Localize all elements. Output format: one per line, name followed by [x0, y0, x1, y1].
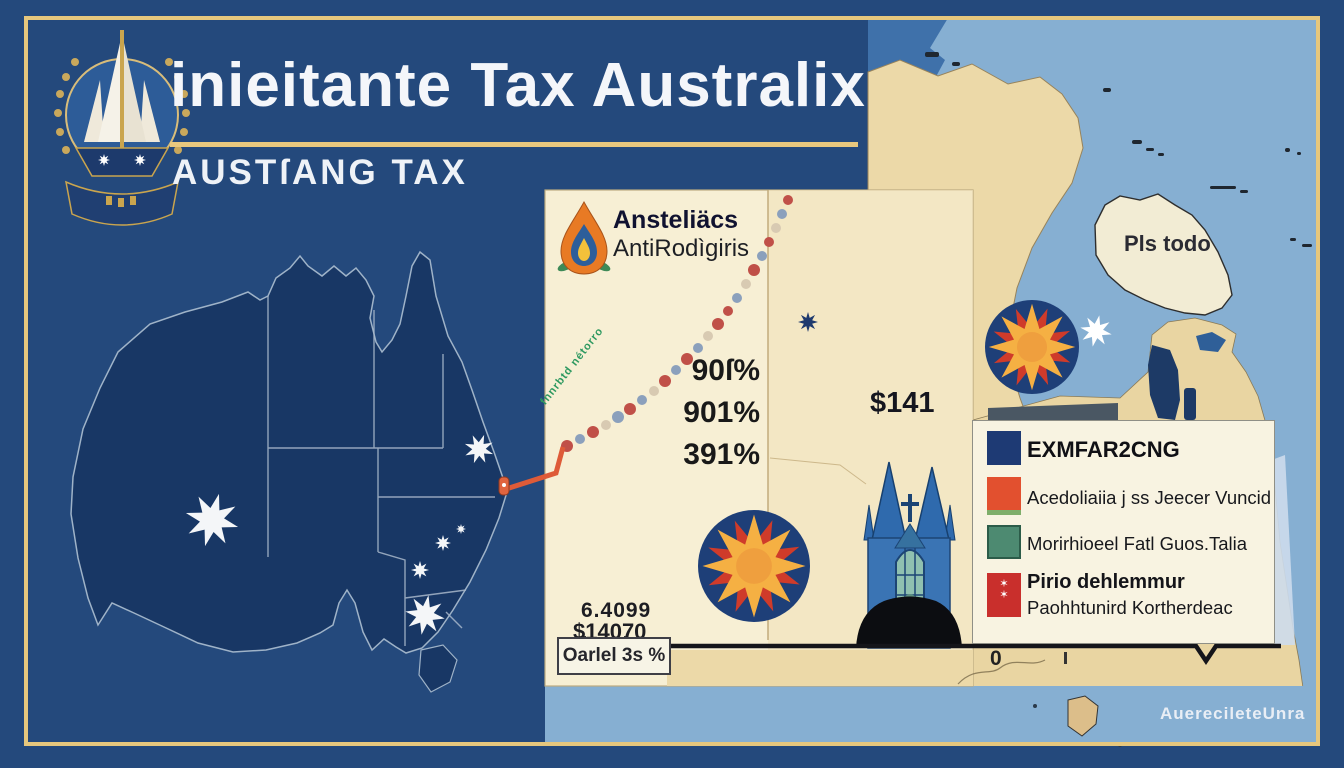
panel-tan-strip: [667, 650, 973, 686]
tasmania-silhouette: [418, 644, 458, 693]
legend-swatch-navy: [987, 431, 1021, 465]
legend-swatch-teal: [987, 525, 1021, 559]
cream-island: [1094, 193, 1233, 316]
legend-panel: EXMFAR2CNG Acedoliaiia j ss Jeecer Vunci…: [972, 420, 1275, 644]
bottom-sea-band: [545, 686, 1318, 744]
legend-label-2: Acedoliaiia j ss Jeecer Vuncid: [1027, 487, 1272, 508]
amount-label: $141: [870, 387, 935, 419]
map-watermark: AuerecileteUnra: [1160, 704, 1306, 723]
page-subtitle: AUSTſANG TAX: [172, 153, 468, 192]
dark-landform: [1148, 345, 1180, 420]
bay-shape: [1196, 332, 1226, 352]
axis-baseline: [665, 643, 1281, 666]
axis-zero-label: 0: [990, 647, 1002, 670]
dotted-trail: [561, 195, 793, 452]
australia-map: [70, 250, 566, 693]
slate-bar: [988, 403, 1118, 422]
island-label: Pls todo: [1124, 231, 1211, 256]
navy-star-icon: [798, 312, 818, 332]
flame-icon: [557, 200, 611, 275]
islet-dot: [1033, 704, 1037, 708]
panel-brand-line2: AntiRodìgiris: [613, 235, 750, 262]
gold-frame: [24, 16, 1320, 746]
panel-brand-line1: Ansteliäcs: [613, 206, 739, 234]
connector-line: [505, 446, 566, 492]
legend-label-1: EXMFAR2CNG: [1027, 437, 1180, 462]
percentage-1: 90ſ%: [691, 354, 760, 387]
legend-label-4a: Pirio dehlemmur: [1027, 571, 1185, 593]
legend-label-4b: Paohhtunird Kortherdeac: [1027, 597, 1233, 618]
island-specks: [925, 52, 1312, 247]
laurel-wreath: [54, 58, 190, 154]
legend-swatch-red-stars: ✶ ✶: [987, 573, 1021, 617]
state-borders: [267, 296, 495, 646]
percentage-2: 901%: [683, 396, 760, 429]
cathedral-icon: [856, 461, 962, 649]
percentage-list: 90ſ% 901% 391%: [615, 350, 760, 476]
figure-top: 6.4099: [581, 599, 652, 622]
dome-base: [856, 596, 962, 648]
panel-region-line: [769, 457, 867, 485]
coast-squiggle: [957, 659, 1046, 685]
legend-label-3: Morirhioeel Fatl Guos.Talia: [1027, 533, 1248, 554]
emblem-crest-icon: [54, 30, 190, 226]
axis-tick-mark: [1064, 652, 1067, 664]
percentage-3: 391%: [683, 438, 760, 471]
title-underline: [170, 142, 858, 147]
swatch-star-icon: ✶: [999, 578, 1009, 590]
small-island-bottom: [1067, 695, 1099, 737]
swatch-star-icon-2: ✶: [999, 589, 1009, 601]
pin-dot: [502, 483, 506, 487]
legend-swatch-orange: [987, 477, 1021, 515]
axis-label-box: Oarlel 3s %: [557, 637, 671, 675]
dark-landform-2: [1184, 388, 1196, 420]
page-title: inieitante Tax Australix: [170, 51, 866, 120]
